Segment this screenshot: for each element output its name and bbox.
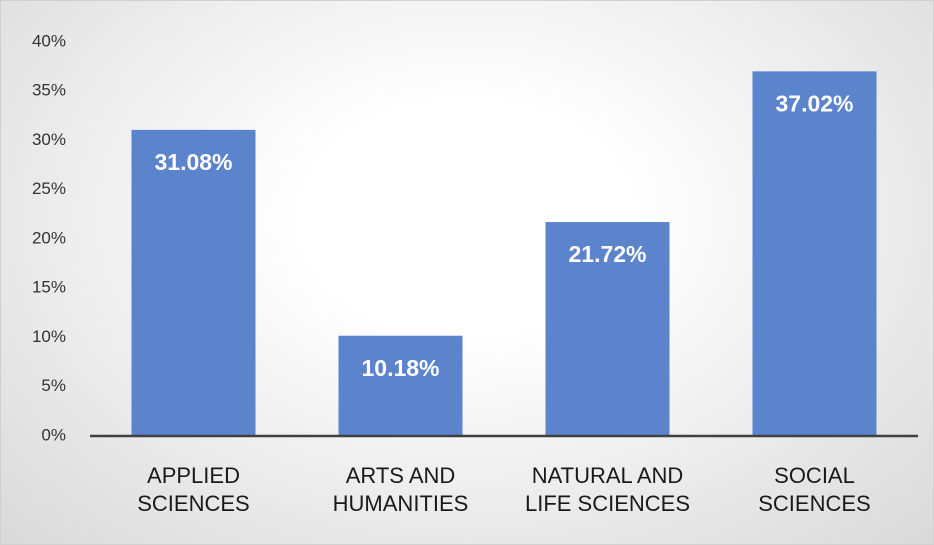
bar — [131, 129, 256, 436]
y-tick-label: 35% — [32, 81, 66, 100]
x-tick-label: SOCIAL SCIENCES — [758, 463, 871, 516]
y-tick-label: 30% — [32, 130, 66, 149]
data-label: 10.18% — [361, 355, 439, 381]
y-tick-label: 10% — [32, 327, 66, 346]
y-tick-label: 15% — [32, 278, 66, 297]
bar — [752, 71, 877, 436]
y-tick-label: 0% — [41, 425, 66, 444]
y-tick-label: 25% — [32, 179, 66, 198]
x-tick-label: NATURAL AND LIFE SCIENCES — [524, 463, 691, 516]
data-label: 31.08% — [154, 149, 232, 175]
data-label: 37.02% — [775, 90, 853, 116]
y-tick-label: 5% — [41, 376, 66, 395]
y-tick-label: 40% — [32, 31, 66, 50]
y-tick-label: 20% — [32, 228, 66, 247]
data-label: 21.72% — [568, 241, 646, 267]
bar — [338, 335, 463, 436]
x-tick-label: APPLIED SCIENCES — [137, 463, 250, 516]
x-tick-label: ARTS AND HUMANITIES — [332, 463, 469, 516]
bar — [545, 222, 670, 436]
